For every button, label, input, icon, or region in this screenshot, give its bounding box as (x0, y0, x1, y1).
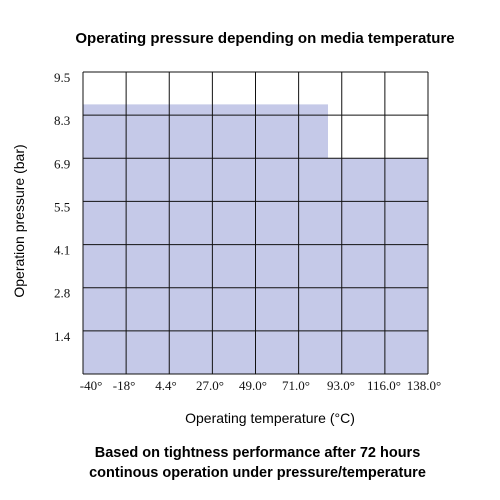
x-tick-label: -18° (113, 378, 136, 393)
y-tick-label: 9.5 (54, 70, 70, 85)
x-tick-labels: -40° -18° 4.4° 27.0° 49.0° 71.0° 93.0° 116.0° 13… (80, 378, 441, 393)
footnote-line-2: continous operation under pressure/tempe… (89, 465, 426, 481)
grid-layer (82, 71, 429, 375)
y-tick-label: 2.8 (54, 286, 70, 301)
x-tick-label: 27.0° (196, 378, 224, 393)
footnote: Based on tightness performance after 72 … (0, 443, 500, 483)
y-tick-label: 1.4 (54, 329, 71, 344)
y-axis-label: Operation pressure (bar) (11, 144, 27, 297)
x-tick-label: -40° (80, 378, 103, 393)
x-tick-label: 93.0° (327, 378, 355, 393)
footnote-line-1: Based on tightness performance after 72 … (94, 445, 421, 461)
x-axis-label: Operating temperature (°C) (185, 410, 355, 426)
x-tick-label: 49.0° (239, 378, 267, 393)
chart-title: Operating pressure depending on media te… (75, 30, 455, 47)
y-tick-label: 5.5 (54, 199, 70, 214)
x-tick-label: 138.0° (407, 378, 441, 393)
y-tick-label: 4.1 (54, 243, 70, 258)
x-tick-label: 116.0° (367, 378, 401, 393)
y-tick-label: 6.9 (54, 156, 70, 171)
y-tick-label: 8.3 (54, 113, 70, 128)
x-tick-label: 4.4° (155, 378, 176, 393)
x-tick-label: 71.0° (282, 378, 310, 393)
y-tick-labels: 9.5 8.3 6.9 5.5 4.1 2.8 1.4 (54, 70, 71, 344)
